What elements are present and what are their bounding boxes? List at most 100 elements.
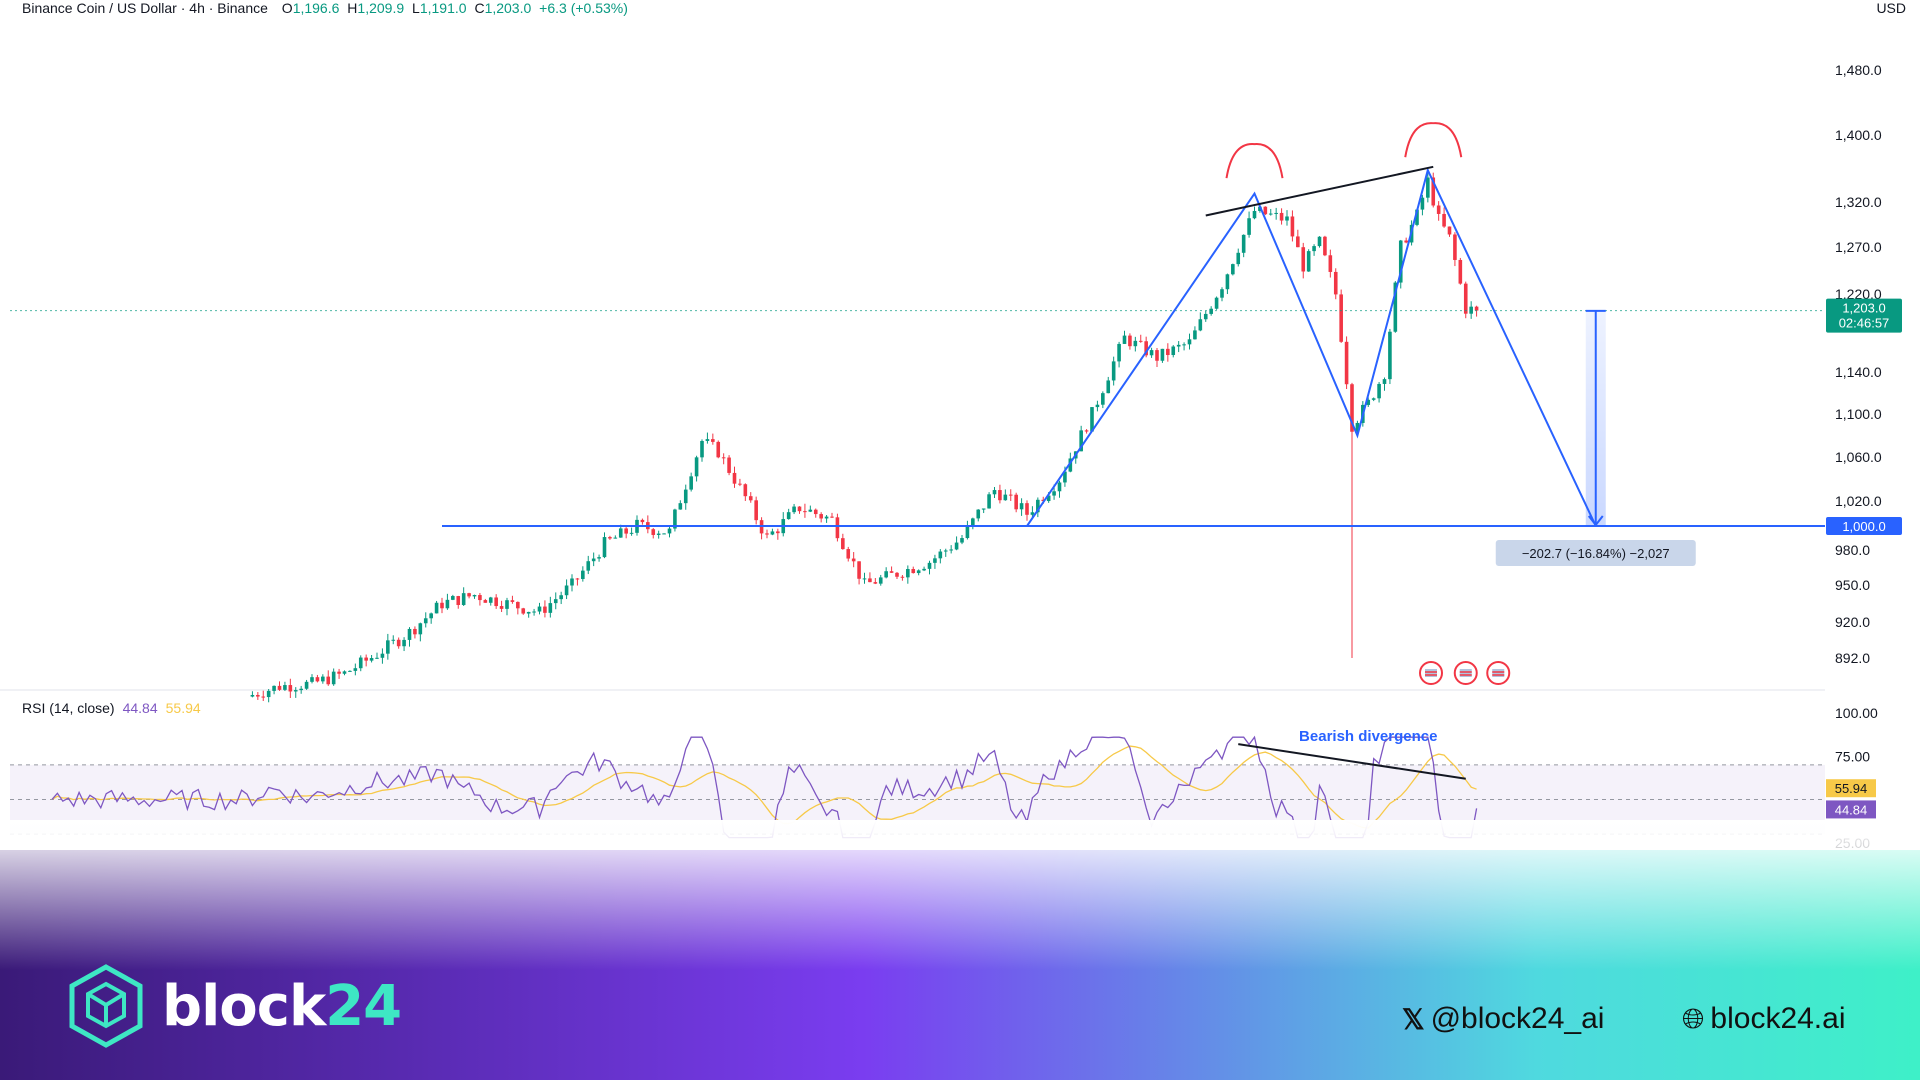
price-axis-label: 920.0 [1835, 614, 1870, 630]
price-axis-label: 1,020.0 [1835, 493, 1882, 509]
high-value: 1,209.9 [357, 0, 405, 16]
candle-body [505, 600, 509, 609]
candle-body [1285, 216, 1289, 221]
candle-body [1431, 177, 1436, 206]
candle-body [1057, 482, 1062, 492]
candle-body [1209, 308, 1213, 314]
top-trendline [1205, 165, 1434, 217]
candle-body [797, 506, 802, 512]
candle-body [364, 657, 368, 661]
candle-body [358, 657, 363, 669]
candle-body [618, 528, 623, 538]
candle-body [402, 639, 406, 647]
candle-body [987, 494, 991, 509]
candle-body [1008, 494, 1013, 496]
twitter-handle-text: @block24_ai [1430, 1002, 1605, 1035]
candle-body [868, 578, 872, 583]
globe-icon: 🌐︎ [1682, 1002, 1705, 1034]
candle-body [1306, 251, 1311, 272]
candle-body [1084, 430, 1089, 432]
candle-body [1193, 330, 1197, 340]
candle-body [321, 676, 325, 682]
candle-body [813, 509, 818, 515]
candle-body [532, 611, 536, 613]
website-link[interactable]: 🌐︎ block24.ai [1682, 1002, 1846, 1036]
candle-body [407, 628, 412, 640]
symbol-title: Binance Coin / US Dollar · 4h · Binance [22, 0, 268, 16]
candle-body [429, 613, 433, 619]
website-text: block24.ai [1710, 1002, 1846, 1035]
candle-body [1290, 216, 1295, 237]
candle-body [570, 578, 574, 586]
candle-body [884, 571, 888, 578]
candle-body [597, 557, 601, 559]
candle-body [1182, 344, 1186, 346]
candle-body [1187, 339, 1192, 345]
candle-body [873, 582, 878, 584]
measure-label-box [1495, 540, 1696, 566]
candle-body [808, 509, 813, 512]
candle-body [478, 595, 482, 601]
candle-body [916, 570, 921, 574]
candle-body [803, 511, 807, 513]
candle-body [689, 476, 693, 490]
twitter-handle[interactable]: 𝕏 @block24_ai [1402, 1002, 1604, 1036]
candle-body [1333, 271, 1338, 295]
candle-body [954, 542, 959, 550]
candle-body [1339, 294, 1343, 342]
candle-body [1225, 274, 1230, 290]
candle-body [396, 639, 401, 647]
candle-body [1231, 264, 1235, 275]
candle-body [1377, 383, 1381, 399]
candle-body [1463, 283, 1468, 314]
candle-body [1149, 350, 1154, 356]
rsi-ma-tag-value: 55.94 [1835, 781, 1868, 796]
candle-body [927, 562, 932, 569]
double-top-pattern [1026, 167, 1597, 527]
candle-body [1144, 341, 1148, 356]
candle-body [1176, 344, 1181, 347]
candle-body [1388, 331, 1392, 380]
brand-name: block24 [162, 974, 402, 1039]
candle-body [499, 606, 504, 609]
candle-body [640, 519, 645, 523]
candle-body [386, 640, 390, 654]
rsi-legend-value: 44.84 [122, 700, 158, 716]
candle-body [1442, 213, 1446, 227]
candle-body [602, 537, 607, 558]
candle-body [369, 658, 374, 661]
price-axis-label: 1,100.0 [1835, 406, 1882, 422]
candle-body [862, 578, 867, 580]
candle-body [1171, 346, 1176, 356]
candle-body [337, 671, 341, 674]
candle-body [1344, 341, 1349, 385]
candle-body [467, 593, 471, 597]
candle-body [1447, 226, 1452, 235]
high-label: H [347, 0, 358, 16]
candle-body [277, 685, 282, 690]
rsi-legend: RSI (14, close) 44.84 55.94 [22, 700, 201, 716]
candle-body [293, 690, 298, 692]
candle-body [656, 533, 661, 535]
candle-body [1263, 206, 1268, 215]
candle-body [1323, 236, 1327, 256]
candle-body [526, 611, 531, 614]
candle-body [391, 639, 396, 641]
candle-body [846, 549, 851, 559]
candle-body [548, 603, 553, 613]
candle-body [1068, 458, 1073, 472]
price-axis-label: 1,060.0 [1835, 449, 1882, 465]
rsi-title: RSI (14, close) [22, 700, 115, 716]
candle-body [694, 457, 699, 477]
candle-body [1019, 503, 1024, 510]
candle-body [1366, 399, 1371, 405]
candle-body [933, 558, 937, 563]
candle-body [1296, 236, 1300, 248]
candle-body [1350, 384, 1354, 432]
candle-body [629, 532, 634, 534]
candle-body [564, 585, 569, 596]
candle-body [981, 508, 986, 510]
pattern-group: −202.7 (−16.84%) −2,027 [10, 122, 1825, 685]
divergence-line [1238, 743, 1466, 780]
